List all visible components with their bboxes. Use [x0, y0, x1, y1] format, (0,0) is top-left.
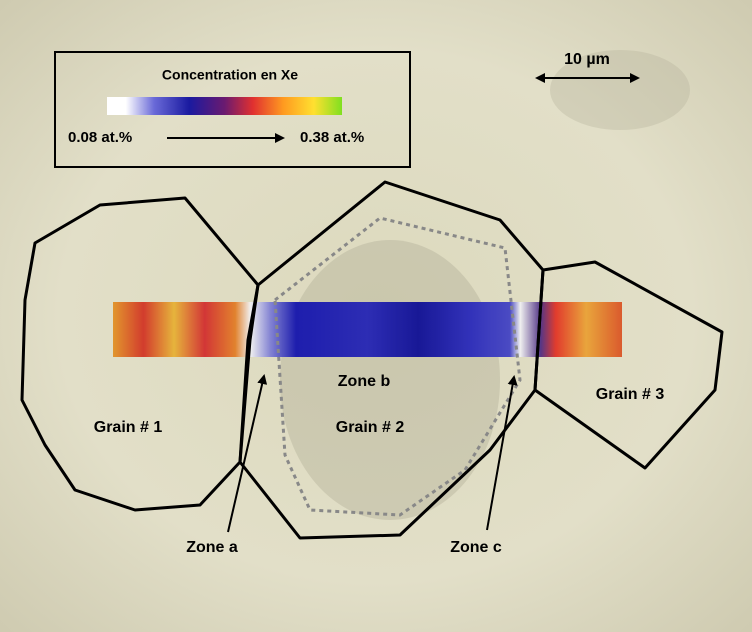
inner-zone-outline	[273, 216, 522, 517]
grain-outline	[533, 260, 724, 470]
color-bar	[107, 97, 342, 115]
zone-label: Zone a	[186, 539, 238, 556]
grain-outline	[238, 180, 545, 540]
grain-outline	[20, 196, 260, 512]
legend-max: 0.38 at.%	[300, 129, 364, 146]
legend-min: 0.08 at.%	[68, 129, 132, 146]
grain-label: Grain # 1	[94, 419, 163, 436]
grain-label: Grain # 2	[336, 419, 405, 436]
concentration-profile-shade	[113, 302, 622, 357]
zone-label: Zone c	[450, 539, 502, 556]
legend-title: Concentration en Xe	[162, 67, 298, 83]
legend-box	[54, 51, 411, 168]
scale-bar-label: 10 µm	[564, 51, 610, 68]
zone-label: Zone b	[338, 373, 391, 390]
zone-arrow	[227, 374, 268, 533]
zone-arrow	[486, 375, 518, 531]
dark-region	[550, 50, 690, 130]
grain-label: Grain # 3	[596, 386, 665, 403]
